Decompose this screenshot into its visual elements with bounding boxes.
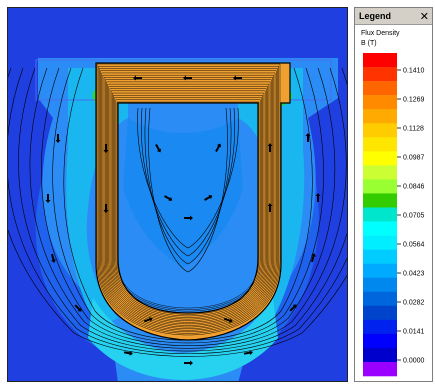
- flux-contour: [63, 67, 313, 341]
- legend-title: Legend: [359, 11, 392, 21]
- flux-contour: [29, 67, 347, 349]
- legend-tick-label: 0.0987: [403, 155, 425, 162]
- legend-tick-label: 0.0141: [403, 329, 425, 336]
- legend-swatch: [363, 81, 397, 96]
- flux-arrow: [315, 193, 321, 202]
- legend-swatch: [363, 235, 397, 250]
- legend-swatch: [363, 333, 397, 349]
- magnet-flux-line: [105, 79, 272, 325]
- legend-tick-label: 0.1269: [403, 97, 425, 104]
- flux-contour: [144, 107, 232, 265]
- flux-vector-arrows: [45, 75, 321, 366]
- legend-swatch: [363, 67, 397, 82]
- close-icon[interactable]: ✕: [419, 9, 429, 23]
- flux-arrow: [45, 194, 51, 203]
- legend-swatch: [363, 95, 397, 110]
- flux-arrow: [223, 317, 233, 324]
- flux-arrow: [289, 304, 297, 312]
- flux-density-plot-viewport[interactable]: [7, 7, 348, 382]
- flux-contour: [52, 67, 324, 344]
- legend-quantity: Flux Density: [361, 30, 400, 37]
- flux-arrow: [267, 143, 273, 152]
- legend-tick-label: 0.0423: [403, 271, 425, 278]
- flux-arrow: [155, 144, 162, 153]
- flux-arrow: [103, 144, 109, 153]
- legend-unit: B (T): [361, 40, 377, 47]
- flux-arrow: [184, 360, 193, 366]
- legend-swatch: [363, 109, 397, 124]
- flux-arrow: [103, 204, 109, 213]
- magnet-flux-line: [107, 83, 270, 321]
- flux-arrow: [133, 75, 142, 81]
- legend-tick-label: 0.0564: [403, 242, 425, 249]
- field-region-cyan-bottom: [88, 298, 278, 380]
- legend-swatch: [363, 207, 397, 222]
- flux-arrow: [183, 75, 192, 81]
- flux-arrow: [305, 133, 311, 142]
- legend-swatch: [363, 277, 397, 293]
- legend-tick-label: 0.0282: [403, 300, 425, 307]
- flux-contour: [18, 67, 347, 352]
- flux-contour: [148, 107, 228, 273]
- magnet-flux-line: [112, 92, 265, 315]
- flux-arrow: [50, 253, 56, 263]
- legend-titlebar[interactable]: Legend ✕: [355, 8, 432, 25]
- magnet-flux-line: [113, 95, 263, 313]
- legend-swatch: [363, 53, 397, 68]
- magnet-flux-line: [116, 101, 260, 309]
- legend-tick-label: 0.0000: [403, 358, 425, 365]
- flux-arrow: [243, 350, 253, 356]
- magnet-flux-line: [114, 97, 262, 312]
- flux-contour: [41, 67, 336, 346]
- legend-swatch: [363, 347, 397, 363]
- legend-swatch: [363, 249, 397, 264]
- flux-arrow: [143, 316, 153, 323]
- legend-swatch: [363, 165, 397, 180]
- flux-arrow: [55, 134, 61, 143]
- field-region-cyan-right: [238, 68, 305, 328]
- legend-swatch: [363, 221, 397, 236]
- legend-panel: Legend ✕ Flux Density B (T) 0.1410 0.1269…: [354, 7, 433, 382]
- magnet-flux-line: [102, 74, 275, 328]
- flux-density-plot: [8, 8, 347, 381]
- magnet-flux-line: [106, 81, 271, 323]
- field-region-inner-cyan: [123, 118, 243, 268]
- flux-contour: [8, 67, 347, 355]
- flux-contour: [8, 67, 347, 357]
- flux-contour-lines: [8, 67, 347, 357]
- magnet-flux-line: [101, 72, 276, 329]
- magnet-flux-line: [115, 99, 261, 310]
- legend-swatch: [363, 193, 397, 208]
- legend-swatch: [363, 291, 397, 307]
- legend-swatch: [363, 137, 397, 152]
- magnet-flux-line: [109, 88, 267, 318]
- legend-swatch: [363, 305, 397, 321]
- magnet-flux-line: [110, 90, 266, 317]
- legend-swatch: [363, 319, 397, 335]
- field-region-cyan-left: [66, 68, 128, 328]
- legend-tick-label: 0.0846: [403, 184, 425, 191]
- legend-swatch: [363, 263, 397, 278]
- flux-contour: [140, 107, 236, 257]
- legend-swatch: [363, 123, 397, 138]
- flux-arrow: [233, 75, 242, 81]
- legend-color-scale: 0.1410 0.1269 0.1128 0.0987 0.0846 0.0705 0.05…: [363, 53, 425, 377]
- flux-arrow: [184, 215, 193, 221]
- flux-arrow: [215, 143, 222, 152]
- flux-arrow: [204, 194, 213, 201]
- legend-swatch: [363, 361, 397, 377]
- flux-arrow: [310, 253, 316, 263]
- legend-tick-label: 0.0705: [403, 213, 425, 220]
- legend-tick-label: 0.1128: [403, 126, 424, 133]
- magnet-flux-line: [108, 86, 268, 320]
- flux-arrow: [164, 195, 173, 202]
- flux-contour: [137, 107, 239, 249]
- legend-swatch: [363, 151, 397, 166]
- flux-arrow: [123, 350, 133, 356]
- flux-arrow: [267, 203, 273, 212]
- flux-arrow: [74, 304, 82, 312]
- legend-tick-label: 0.1410: [403, 68, 425, 75]
- legend-swatch: [363, 179, 397, 194]
- magnet-flux-line: [103, 77, 273, 326]
